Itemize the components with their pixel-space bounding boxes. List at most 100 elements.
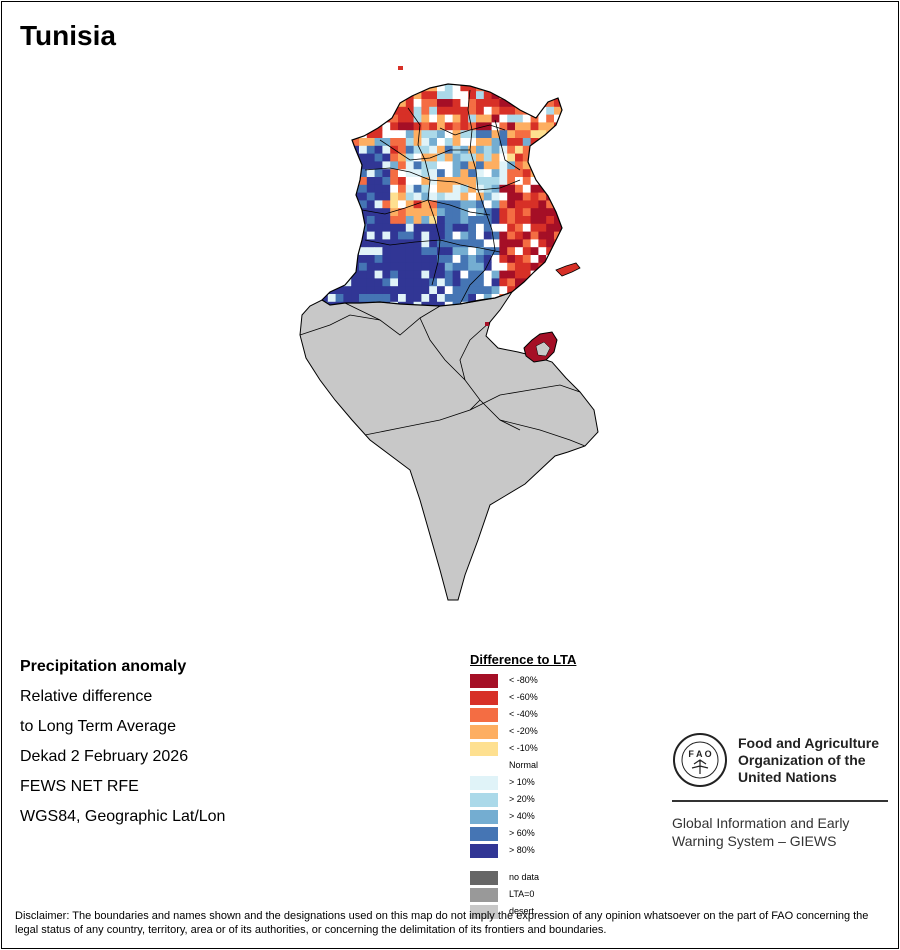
islet: [485, 322, 489, 326]
grid-cell: [351, 76, 359, 84]
grid-cell: [382, 60, 390, 68]
grid-cell: [421, 161, 430, 170]
grid-cell: [444, 216, 453, 225]
grid-cell: [398, 138, 407, 147]
grid-cell: [523, 60, 531, 68]
grid-cell: [421, 99, 430, 108]
grid-cell: [468, 177, 477, 186]
grid-cell: [499, 138, 508, 147]
grid-cell: [405, 114, 414, 123]
grid-cell: [507, 138, 516, 147]
grid-cell: [484, 60, 492, 68]
grid-cell: [413, 200, 422, 209]
grid-cell: [382, 169, 391, 178]
grid-cell: [554, 294, 562, 303]
grid-cell: [429, 184, 438, 193]
grid-cell: [515, 278, 524, 287]
grid-cell: [322, 153, 329, 162]
grid-cell: [398, 223, 407, 232]
grid-cell: [538, 60, 546, 68]
grid-cell: [562, 76, 570, 84]
grid-cell: [538, 200, 547, 209]
grid-cell: [562, 60, 570, 68]
grid-cell: [460, 223, 469, 232]
legend-swatch: [470, 725, 498, 739]
grid-cell: [343, 294, 352, 303]
grid-cell: [515, 169, 524, 178]
grid-cell: [390, 270, 399, 279]
grid-cell: [366, 161, 375, 170]
grid-cell: [398, 106, 407, 115]
grid-cell: [421, 294, 430, 303]
grid-cell: [515, 177, 524, 186]
grid-cell: [327, 200, 336, 209]
grid-cell: [421, 200, 430, 209]
grid-cell: [444, 278, 453, 287]
grid-cell: [374, 262, 383, 271]
legend-label: > 10%: [509, 777, 535, 787]
grid-cell: [476, 130, 485, 139]
grid-cell: [452, 177, 461, 186]
grid-cell: [429, 301, 438, 306]
grid-cell: [366, 262, 375, 271]
grid-cell: [374, 145, 383, 154]
grid-cell: [322, 216, 329, 225]
grid-cell: [468, 247, 477, 256]
grid-cell: [359, 208, 368, 217]
grid-cell: [366, 192, 375, 201]
grid-cell: [398, 122, 407, 131]
grid-cell: [499, 223, 508, 232]
grid-cell: [351, 84, 360, 92]
grid-cell: [343, 145, 352, 154]
grid-cell: [405, 200, 414, 209]
grid-cell: [398, 192, 407, 201]
grid-cell: [343, 270, 352, 279]
grid-cell: [546, 301, 555, 306]
grid-cell: [398, 145, 407, 154]
grid-cell: [343, 216, 352, 225]
grid-cell: [476, 122, 485, 131]
grid-cell: [491, 239, 500, 248]
grid-cell: [460, 255, 469, 264]
grid-cell: [366, 255, 375, 264]
grid-cell: [374, 99, 383, 108]
grid-cell: [429, 122, 438, 131]
grid-cell: [437, 301, 446, 306]
grid-cell: [413, 192, 422, 201]
grid-cell: [460, 106, 469, 115]
grid-cell: [405, 169, 414, 178]
grid-cell: [468, 262, 477, 271]
grid-cell: [476, 161, 485, 170]
grid-cell: [476, 169, 485, 178]
grid-cell: [421, 145, 430, 154]
grid-cell: [322, 99, 329, 108]
grid-cell: [405, 294, 414, 303]
grid-cell: [522, 301, 531, 306]
grid-cell: [468, 239, 477, 248]
grid-cell: [390, 169, 399, 178]
grid-cell: [351, 223, 360, 232]
grid-cell: [538, 153, 547, 162]
grid-cell: [554, 200, 562, 209]
grid-cell: [515, 216, 524, 225]
grid-cell: [476, 286, 485, 295]
grid-cell: [382, 270, 391, 279]
grid-cell: [444, 239, 453, 248]
grid-cell: [507, 60, 515, 68]
grid-cell: [335, 216, 344, 225]
grid-cell: [374, 84, 383, 92]
grid-cell: [515, 286, 524, 295]
grid-cell: [530, 91, 539, 100]
grid-cell: [452, 270, 461, 279]
grid-cell: [413, 106, 422, 115]
grid-cell: [366, 169, 375, 178]
grid-cell: [476, 114, 485, 123]
grid-cell: [374, 294, 383, 303]
legend-item: < -20%: [470, 724, 576, 741]
grid-cell: [561, 122, 562, 131]
grid-cell: [530, 192, 539, 201]
grid-cell: [335, 239, 344, 248]
grid-cell: [492, 68, 500, 76]
grid-cell: [390, 60, 398, 68]
grid-cell: [327, 278, 336, 287]
